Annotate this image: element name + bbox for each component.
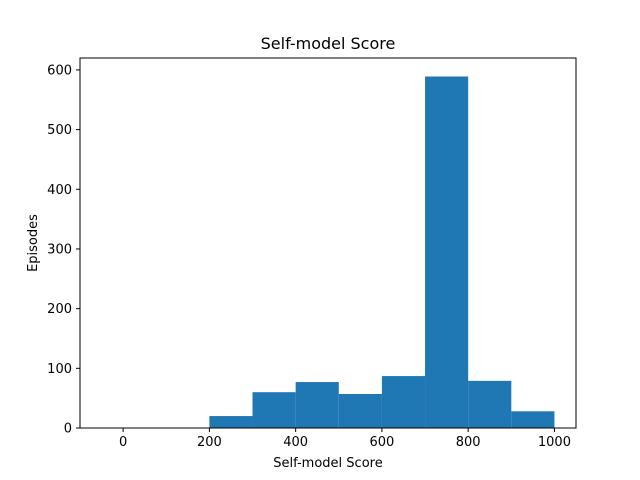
histogram-bar-600-700 <box>381 376 426 428</box>
histogram-bar-300-400 <box>252 392 296 428</box>
histogram-bar-800-900 <box>468 380 512 428</box>
y-tick-label: 500 <box>47 123 72 138</box>
x-tick-label: 600 <box>369 435 394 450</box>
y-axis-ticks: 0 100 200 300 400 500 600 <box>47 63 80 437</box>
x-tick-label: 200 <box>197 435 222 450</box>
chart-title: Self-model Score <box>261 34 396 53</box>
plot-frame <box>79 57 577 429</box>
x-tick-label: 1000 <box>538 435 571 450</box>
histogram-bar-700-800 <box>425 76 469 428</box>
x-tick-label: 800 <box>456 435 481 450</box>
x-axis-label: Self-model Score <box>273 456 382 471</box>
y-tick-label: 100 <box>47 362 72 377</box>
x-tick-label: 0 <box>119 435 127 450</box>
y-axis-label: Episodes <box>26 214 41 272</box>
y-tick-label: 600 <box>47 63 72 78</box>
histogram-bar-500-600 <box>338 393 382 428</box>
y-tick-label: 300 <box>47 242 72 257</box>
y-tick-label: 0 <box>64 422 72 437</box>
histogram-bar-400-500 <box>295 382 339 428</box>
bars-group <box>209 76 555 428</box>
y-tick-label: 200 <box>47 302 72 317</box>
x-axis-ticks: 0 200 400 600 800 1000 <box>119 428 571 450</box>
histogram-bar-900-1000 <box>511 411 555 428</box>
histogram-bar-200-300 <box>209 416 253 428</box>
y-tick-label: 400 <box>47 183 72 198</box>
x-tick-label: 400 <box>283 435 308 450</box>
